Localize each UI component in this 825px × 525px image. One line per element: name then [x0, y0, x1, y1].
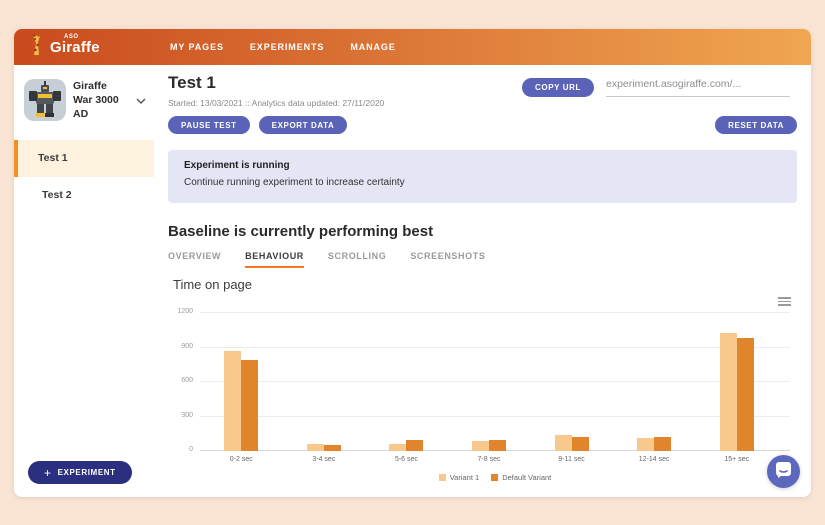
bar-variant-1[interactable] [472, 440, 490, 451]
y-axis-tick: 900 [181, 342, 193, 350]
legend-label: Default Variant [502, 473, 552, 482]
y-axis-tick: 300 [181, 411, 193, 419]
tab-behaviour[interactable]: BEHAVIOUR [245, 251, 304, 268]
app-avatar [24, 79, 66, 122]
x-axis-label: 9-11 sec [558, 456, 585, 463]
chevron-down-icon [136, 91, 146, 109]
chart-menu-icon[interactable] [778, 297, 791, 308]
bar-default-variant[interactable] [241, 360, 259, 451]
bar-group: 5-6 sec [365, 313, 448, 463]
copy-url-button[interactable]: COPY URL [522, 78, 594, 97]
bar-group: 0-2 sec [200, 313, 283, 463]
new-experiment-button[interactable]: + EXPERIMENT [28, 461, 132, 484]
page-title: Test 1 [168, 73, 216, 92]
sidebar-test-list: Test 1 Test 2 [14, 139, 154, 214]
experiment-url-field[interactable] [606, 78, 790, 97]
chart-section: Time on page 0 300 600 900 1200 0-2 sec 3-4 se… [154, 277, 811, 482]
app-window: ASO Giraffe MY PAGES EXPERIMENTS MANAGE [14, 29, 811, 497]
chart-plot: 0 300 600 900 1200 0-2 sec 3-4 sec 5-6 sec 7-8 s… [177, 308, 790, 463]
x-axis-label: 5-6 sec [394, 456, 418, 463]
bar-variant-1[interactable] [719, 332, 737, 451]
bar-default-variant[interactable] [571, 436, 589, 451]
x-axis-label: 0-2 sec [229, 456, 253, 463]
y-axis-tick: 0 [189, 446, 193, 453]
reset-data-button[interactable]: RESET DATA [715, 116, 797, 134]
tab-overview[interactable]: OVERVIEW [168, 251, 222, 261]
bar-group: 7-8 sec [448, 313, 531, 463]
bar-variant-1[interactable] [554, 435, 572, 451]
page-subtitle: Started: 13/03/2021 :: Analytics data up… [168, 98, 385, 108]
app-switcher[interactable]: Giraffe War 3000 AD [14, 79, 154, 122]
gridline-1200: 1200 [177, 308, 790, 315]
y-axis-tick: 600 [181, 377, 193, 384]
alert-title: Experiment is running [184, 160, 290, 171]
x-axis-label: 15+ sec [724, 456, 750, 463]
legend-swatch [438, 474, 446, 481]
bar-default-variant[interactable] [406, 440, 424, 451]
bar-variant-1[interactable] [389, 443, 407, 451]
brand-name: ASO Giraffe [50, 33, 100, 56]
new-experiment-label: EXPERIMENT [57, 468, 116, 477]
plus-icon: + [44, 465, 52, 480]
x-axis-label: 7-8 sec [477, 456, 501, 463]
legend-swatch [491, 474, 499, 481]
export-data-button[interactable]: EXPORT DATA [258, 116, 348, 134]
chat-bubble-icon [775, 461, 792, 483]
brand-logo[interactable]: ASO Giraffe [26, 33, 154, 62]
action-buttons: PAUSE TEST EXPORT DATA [168, 116, 348, 134]
y-axis-tick: 1200 [177, 308, 193, 315]
chart-legend: Variant 1 Default Variant [200, 473, 790, 482]
x-axis-label: 3-4 sec [312, 456, 336, 463]
tab-scrolling[interactable]: SCROLLING [327, 251, 387, 261]
sidebar-item-test-1[interactable]: Test 1 [14, 139, 154, 177]
nav-item-my-pages[interactable]: MY PAGES [170, 42, 224, 52]
chart-title: Time on page [173, 277, 253, 292]
legend-label: Variant 1 [449, 473, 480, 482]
app-name: Giraffe War 3000 AD [73, 80, 119, 121]
bar-groups: 0-2 sec 3-4 sec 5-6 sec 7-8 sec 9-11 sec 12-1… [200, 313, 778, 463]
bar-group: 12-14 sec [613, 313, 696, 463]
sidebar-item-test-2[interactable]: Test 2 [42, 189, 72, 202]
bar-group: 3-4 sec [283, 313, 366, 463]
top-header: ASO Giraffe MY PAGES EXPERIMENTS MANAGE [14, 29, 811, 65]
main-content: Test 1 Started: 13/03/2021 :: Analytics … [154, 65, 811, 497]
bar-variant-1[interactable] [306, 444, 324, 451]
alert-body: Continue running experiment to increase … [184, 177, 405, 188]
pause-test-button[interactable]: PAUSE TEST [168, 116, 250, 134]
bar-default-variant[interactable] [489, 440, 507, 451]
bar-variant-1[interactable] [637, 438, 655, 451]
x-axis-label: 12-14 sec [638, 456, 670, 463]
gridline-900: 900 [181, 343, 790, 350]
bar-default-variant[interactable] [654, 437, 672, 451]
bar-group: 9-11 sec [530, 313, 613, 463]
legend-item: Default Variant [491, 473, 551, 482]
gridline-300: 300 [181, 412, 790, 419]
giraffe-logo-icon [26, 33, 46, 62]
tabs: OVERVIEW BEHAVIOUR SCROLLING SCREENSHOTS [168, 251, 485, 268]
nav-item-manage[interactable]: MANAGE [350, 42, 396, 52]
sidebar: Giraffe War 3000 AD Test 1 Test 2 [14, 65, 154, 497]
brand-superscript: ASO [64, 33, 79, 40]
bar-default-variant[interactable] [736, 337, 754, 451]
chat-widget-button[interactable] [767, 455, 800, 488]
bar-default-variant[interactable] [323, 444, 341, 451]
legend-item: Variant 1 [438, 473, 480, 482]
top-nav: MY PAGES EXPERIMENTS MANAGE [170, 42, 396, 52]
experiment-status-alert: Experiment is running Continue running e… [168, 150, 797, 203]
bar-group: 15+ sec [695, 313, 778, 463]
tab-screenshots[interactable]: SCREENSHOTS [410, 251, 486, 261]
gridline-600: 600 [181, 377, 790, 384]
result-heading: Baseline is currently performing best [168, 223, 434, 240]
nav-item-experiments[interactable]: EXPERIMENTS [249, 42, 325, 52]
bar-variant-1[interactable] [224, 350, 242, 451]
